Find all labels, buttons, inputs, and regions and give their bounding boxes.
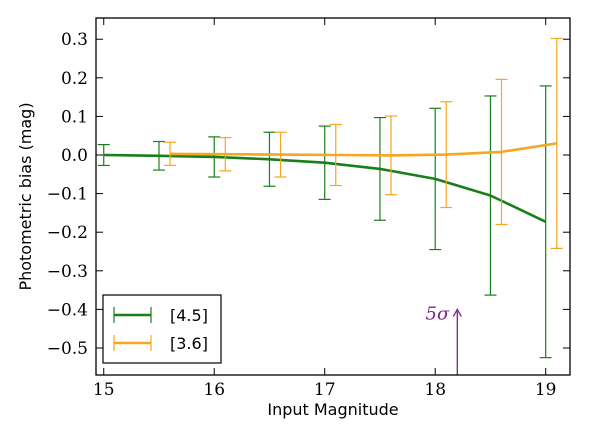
y-tick-label: −0.1 xyxy=(47,185,88,205)
x-tick-label: 16 xyxy=(203,380,225,400)
annotation-arrow-head xyxy=(452,308,462,317)
x-tick-label: 17 xyxy=(314,380,336,400)
x-axis-label: Input Magnitude xyxy=(267,400,398,419)
plot-frame xyxy=(95,17,571,376)
legend-box xyxy=(102,294,222,364)
y-tick-label: 0.3 xyxy=(61,30,88,50)
annotation-label: 5σ xyxy=(426,303,450,324)
annotation-layer: 5σ xyxy=(426,303,462,375)
y-axis-label: Photometric bias (mag) xyxy=(16,102,35,290)
y-tick-label: −0.5 xyxy=(47,339,88,359)
legend-label: [3.6] xyxy=(170,334,208,353)
y-tick-label: 0.0 xyxy=(61,146,88,166)
series-line xyxy=(169,142,557,157)
series-0 xyxy=(97,85,552,359)
y-tick-label: 0.1 xyxy=(61,107,88,127)
y-tick-label: −0.2 xyxy=(47,223,88,243)
x-tick-label: 19 xyxy=(535,380,557,400)
legend-label: [4.5] xyxy=(170,306,208,325)
y-tick-label: −0.4 xyxy=(47,300,88,320)
legend: [4.5] [3.6] xyxy=(102,294,222,364)
y-tick-label: −0.3 xyxy=(47,262,88,282)
series-1 xyxy=(164,37,563,250)
tick-layer: 15 16 17 18 19 0.3 0.2 0.1 0.0 −0.1 −0.2 −0.3 −0.4 −0… xyxy=(47,18,570,400)
series-layer xyxy=(97,37,563,359)
y-tick-label: 0.2 xyxy=(61,69,88,89)
series-line xyxy=(103,153,547,223)
x-tick-label: 18 xyxy=(424,380,446,400)
x-tick-label: 15 xyxy=(93,380,115,400)
